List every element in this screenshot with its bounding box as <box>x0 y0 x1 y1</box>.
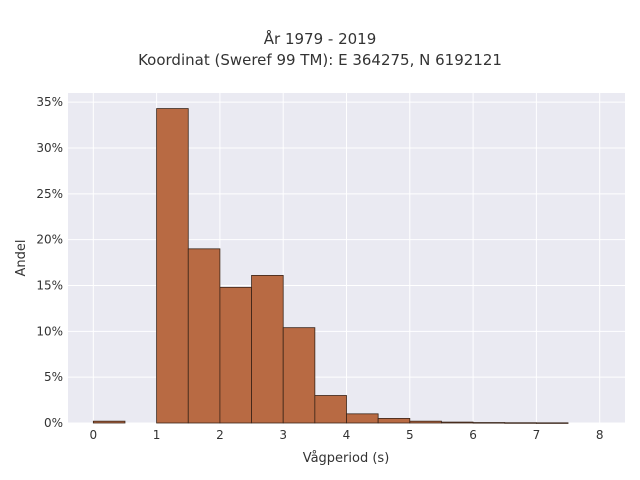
histogram-bar <box>219 286 252 424</box>
x-tick-label: 8 <box>596 428 604 442</box>
y-tick-label: 20% <box>36 233 63 247</box>
histogram-bar <box>282 327 316 424</box>
x-axis-label: Vågperiod (s) <box>303 451 390 466</box>
histogram-bar <box>346 413 379 424</box>
x-tick-label: 5 <box>406 428 414 442</box>
y-tick-labels: 0% 5% 10% 15% 20% 25% 30% 35% <box>36 95 63 430</box>
x-tick-label: 3 <box>279 428 287 442</box>
histogram-bar <box>314 395 347 424</box>
chart-subtitle: Koordinat (Sweref 99 TM): E 364275, N 61… <box>138 51 502 69</box>
x-tick-label: 1 <box>153 428 161 442</box>
y-tick-label: 0% <box>44 416 63 430</box>
histogram-bar <box>504 422 537 424</box>
histogram-bar <box>535 422 569 424</box>
y-tick-label: 25% <box>36 187 63 201</box>
x-tick-label: 2 <box>216 428 224 442</box>
histogram-bar <box>377 418 411 424</box>
histogram-bar <box>472 422 506 424</box>
x-tick-labels: 0 1 2 3 4 5 6 7 8 <box>89 428 603 442</box>
bars <box>92 108 569 424</box>
x-tick-label: 7 <box>533 428 541 442</box>
histogram-bar <box>251 275 284 424</box>
y-axis-label: Andel <box>14 240 29 277</box>
y-tick-label: 10% <box>36 324 63 338</box>
y-tick-label: 5% <box>44 370 63 384</box>
y-tick-label: 30% <box>36 141 63 155</box>
histogram-bar <box>187 248 221 424</box>
histogram-bar <box>156 108 189 424</box>
x-tick-label: 4 <box>343 428 351 442</box>
histogram-bar <box>92 420 126 424</box>
y-tick-label: 35% <box>36 95 63 109</box>
x-tick-label: 6 <box>469 428 477 442</box>
y-tick-label: 15% <box>36 279 63 293</box>
chart-title: År 1979 - 2019 <box>263 30 377 48</box>
histogram-bar <box>441 421 474 424</box>
x-tick-label: 0 <box>89 428 97 442</box>
histogram-bar <box>409 420 442 424</box>
